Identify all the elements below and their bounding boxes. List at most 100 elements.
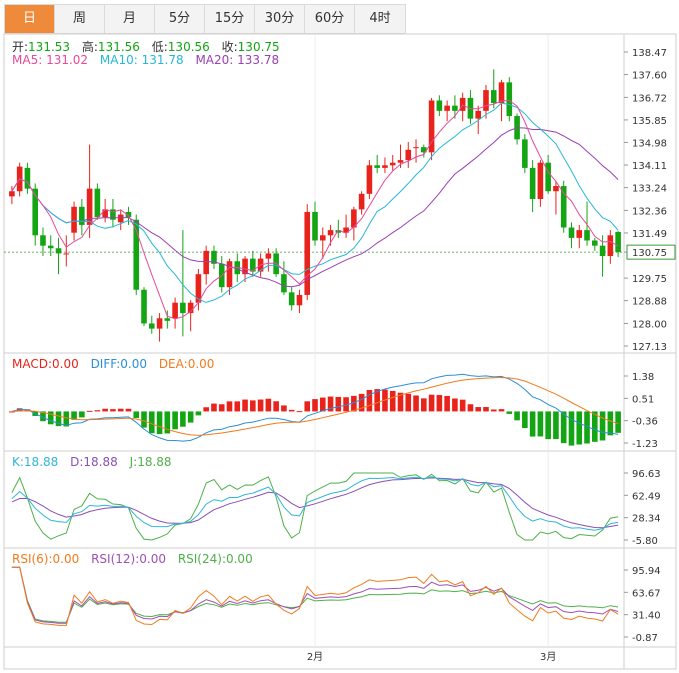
macd-bar xyxy=(47,411,54,425)
macd-bar xyxy=(568,411,575,446)
price-tick-label: 135.85 xyxy=(632,116,667,127)
macd-bar xyxy=(288,409,295,412)
ma10-line xyxy=(11,102,619,303)
candle-body xyxy=(133,219,140,290)
candle-body xyxy=(242,258,248,275)
candle-body xyxy=(553,186,559,192)
macd-bar xyxy=(55,411,62,427)
candle-body xyxy=(16,166,23,192)
price-tick-label: 130.75 xyxy=(632,248,667,259)
macd-bar xyxy=(374,389,380,412)
price-tick-label: 131.49 xyxy=(632,229,667,240)
macd-bar xyxy=(94,410,101,412)
diff-line xyxy=(11,373,619,442)
candle-body xyxy=(405,149,412,161)
macd-bar xyxy=(234,401,241,412)
candle-body xyxy=(335,230,342,233)
price-tick-label: 138.47 xyxy=(632,48,667,59)
macd-bar xyxy=(226,401,233,412)
macd-bar xyxy=(397,392,404,412)
candle-body xyxy=(273,253,279,275)
macd-bar xyxy=(459,399,466,412)
candle-body xyxy=(141,289,147,324)
candle-body xyxy=(343,227,349,233)
macd-bar xyxy=(607,411,614,436)
tab-1[interactable]: 周 xyxy=(55,5,105,33)
macd-bar xyxy=(389,390,396,412)
macd-bar xyxy=(537,411,544,437)
candle-body xyxy=(281,274,287,293)
candle-body xyxy=(413,147,419,149)
candle-body xyxy=(296,294,303,306)
macd-tick-label: 1.38 xyxy=(632,372,654,383)
candle-body xyxy=(358,193,365,210)
low-legend: 低:130.56 xyxy=(151,40,210,54)
candle-body xyxy=(203,250,209,275)
rsi6-legend-item: RSI(6):0.00 xyxy=(12,552,80,566)
candle-body xyxy=(226,261,233,288)
macd-bar xyxy=(436,395,443,412)
macd-bar xyxy=(475,407,482,412)
candle-body xyxy=(218,263,225,288)
macd-tick-label: -0.36 xyxy=(632,417,658,428)
candle-body xyxy=(428,100,435,153)
macd-bar xyxy=(327,396,334,412)
price-tick-label: 134.98 xyxy=(632,138,667,149)
macd-bar xyxy=(9,411,15,413)
rsi-tick-label: -0.87 xyxy=(632,633,658,644)
ma-legend: MA5: 131.02 MA10: 131.78 MA20: 133.78 xyxy=(12,53,287,67)
candle-body xyxy=(327,230,334,236)
candle-body xyxy=(522,139,528,168)
rsi24-line xyxy=(11,566,619,623)
tab-2[interactable]: 月 xyxy=(105,5,155,33)
tab-7[interactable]: 4时 xyxy=(369,11,391,26)
kdj-tick-label: 28.34 xyxy=(632,514,661,525)
macd-bar xyxy=(467,404,474,412)
last-price-box xyxy=(626,244,676,260)
candle-body xyxy=(444,105,450,111)
macd-bar xyxy=(40,411,46,422)
rsi6-line xyxy=(11,566,619,626)
x-tick-label: 2月 xyxy=(307,651,323,663)
macd-bar xyxy=(498,409,505,412)
macd-bar xyxy=(79,411,85,418)
macd-bar xyxy=(110,409,116,412)
tab-0[interactable]: 日 xyxy=(5,5,55,33)
tab-4[interactable]: 15分 xyxy=(205,5,255,33)
macd-bar xyxy=(218,404,225,412)
macd-bar xyxy=(413,395,419,412)
macd-bar xyxy=(506,411,513,414)
macd-bar xyxy=(529,411,536,437)
period-tabs: 日周月 5分 15分 30分 60分 4时 xyxy=(4,4,406,34)
candle-body xyxy=(490,90,497,104)
candle-body xyxy=(366,165,373,194)
tab-6[interactable]: 60分 xyxy=(305,5,355,33)
macd-bar xyxy=(421,398,427,412)
macd-bar xyxy=(296,411,303,413)
rsi12-legend-item: RSI(12):0.00 xyxy=(91,552,166,566)
candle-body xyxy=(498,82,505,104)
candle-body xyxy=(584,230,590,241)
macd-bar xyxy=(382,389,388,412)
macd-bar xyxy=(405,393,412,412)
tab-5[interactable]: 30分 xyxy=(255,5,305,33)
tab-3[interactable]: 5分 xyxy=(155,5,205,33)
candle-body xyxy=(421,147,427,153)
ma20-legend: MA20: 133.78 xyxy=(195,53,280,67)
candle-body xyxy=(187,302,194,314)
macd-bar xyxy=(490,409,497,412)
x-tick-label: 3月 xyxy=(540,651,556,663)
candle-body xyxy=(545,162,551,192)
macd-bar xyxy=(335,396,342,412)
candle-body xyxy=(156,318,163,329)
macd-bar xyxy=(358,393,365,412)
macd-bar xyxy=(195,411,202,416)
kdj-legend: K:18.88 D:18.88 J:18.88 xyxy=(12,455,180,469)
ma20-line xyxy=(11,127,619,288)
macd-bar xyxy=(32,411,39,416)
candle-body xyxy=(304,211,311,295)
j-legend-item: J:18.88 xyxy=(129,455,172,469)
d-legend-item: D:18.88 xyxy=(70,455,118,469)
